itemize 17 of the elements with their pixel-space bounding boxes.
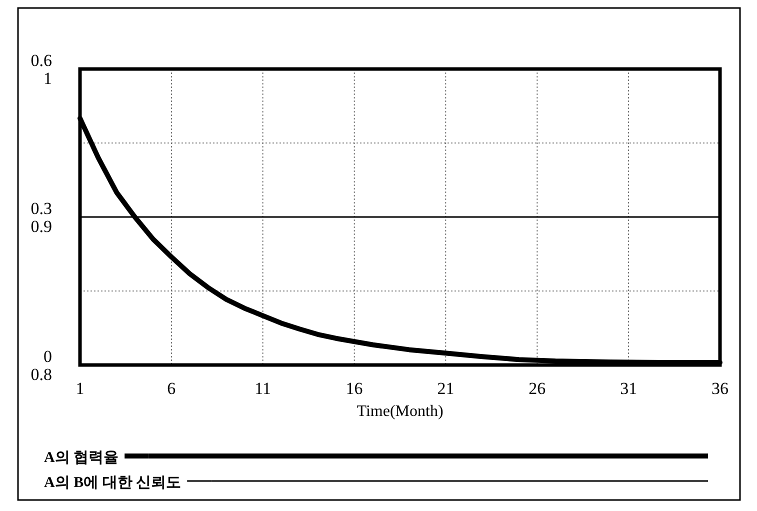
legend-label: A의 B에 대한 신뢰도 (44, 475, 182, 491)
x-tick-label: 1 (76, 379, 84, 398)
y2-tick-label: 0.8 (30, 365, 52, 384)
y-tick-label: 0.3 (30, 199, 52, 218)
x-tick-label: 11 (254, 379, 272, 398)
y2-tick-label: 1 (44, 69, 52, 88)
x-tick-label: 21 (437, 379, 454, 398)
y2-tick-label: 0.9 (30, 217, 52, 236)
x-tick-label: 31 (620, 379, 638, 398)
x-tick-label: 6 (167, 379, 176, 398)
legend-label: A의 협력율 (44, 450, 119, 466)
y-tick-label: 0 (44, 347, 52, 366)
x-tick-label: 36 (712, 379, 728, 398)
y-tick-label: 0.6 (30, 51, 52, 70)
x-tick-label: 26 (528, 379, 546, 398)
x-axis-title: Time(Month) (356, 403, 444, 420)
x-tick-label: 16 (346, 379, 363, 398)
